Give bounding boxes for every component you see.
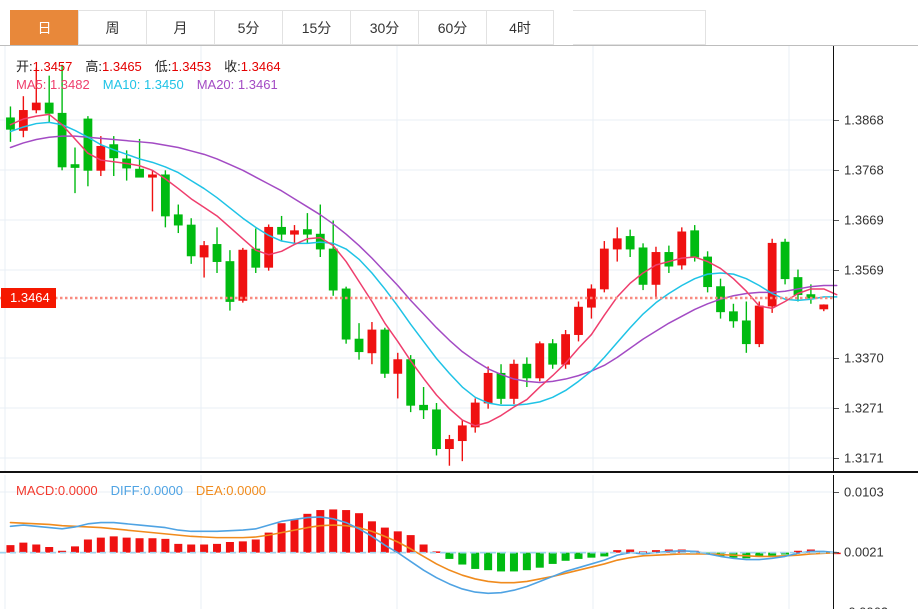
timeframe-tab-label: 日 <box>37 19 52 36</box>
macd-plot <box>0 475 841 609</box>
price-axis-divider <box>833 46 834 471</box>
timeframe-tab-label: 5分 <box>237 19 260 36</box>
timeframe-tab-label: 15分 <box>301 19 332 36</box>
timeframe-tab-label: 周 <box>105 19 120 36</box>
macd-axis-divider <box>833 475 834 609</box>
timeframe-tab-2[interactable]: 月 <box>146 10 214 45</box>
timeframe-tab-4[interactable]: 15分 <box>282 10 350 45</box>
macd-panel[interactable]: MACD:0.0000 DIFF:0.0000 DEA:0.0000 0.0103 0… <box>0 475 918 609</box>
timeframe-tab-label: 30分 <box>369 19 400 36</box>
timeframe-tab-7[interactable]: 4时 <box>486 10 554 45</box>
timeframe-tab-0[interactable]: 日 <box>10 10 78 45</box>
timeframe-tab-6[interactable]: 60分 <box>418 10 486 45</box>
timeframe-tab-label: 月 <box>173 19 188 36</box>
current-price-badge: 1.3464 <box>1 288 56 308</box>
timeframe-tab-5[interactable]: 30分 <box>350 10 418 45</box>
timeframe-tab-3[interactable]: 5分 <box>214 10 282 45</box>
price-chart-panel[interactable]: 开:1.3457 高:1.3465 低:1.3453 收:1.3464 MA5: 1.… <box>0 45 918 473</box>
timeframe-tab-1[interactable]: 周 <box>78 10 146 45</box>
timeframe-tab-bar: 日 周 月 5分 15分 30分 60分 4时 <box>0 0 918 45</box>
tab-bar-filler <box>573 10 706 45</box>
timeframe-tab-label: 4时 <box>509 19 531 36</box>
candlestick-plot <box>0 46 838 471</box>
timeframe-tabs: 日 周 月 5分 15分 30分 60分 4时 <box>10 10 554 45</box>
timeframe-tab-label: 60分 <box>437 19 468 36</box>
